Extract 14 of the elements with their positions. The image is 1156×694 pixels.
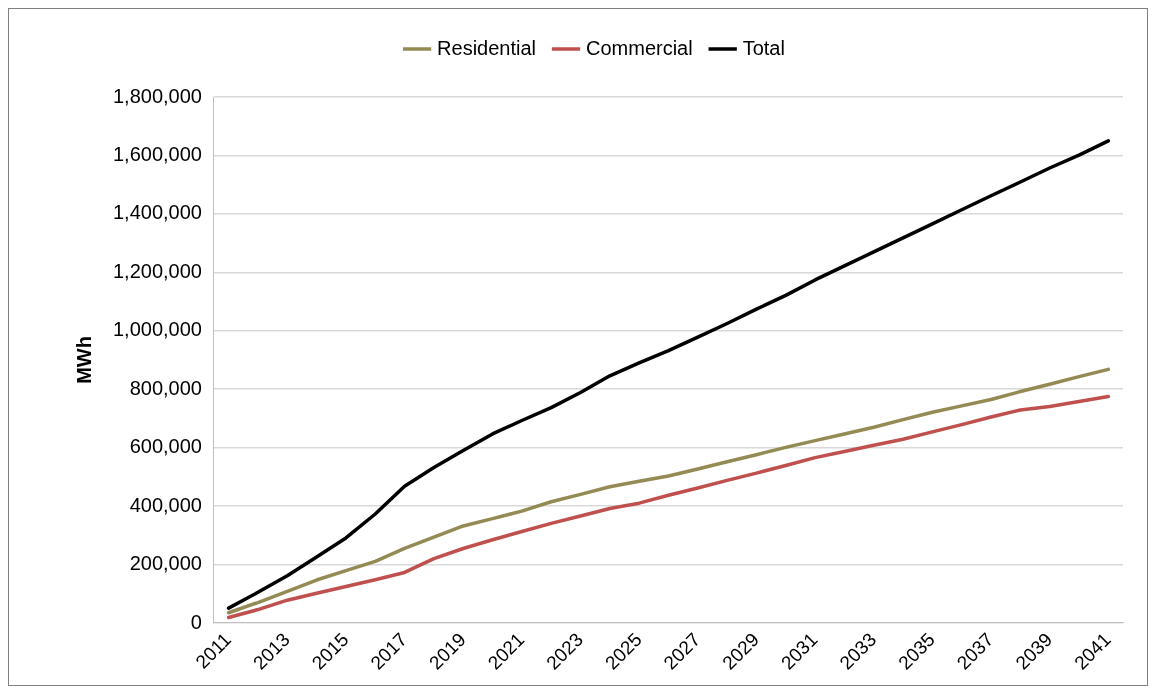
y-tick-label: 1,800,000 — [112, 84, 202, 107]
y-tick-label: 800,000 — [129, 376, 202, 399]
legend-label: Residential — [437, 36, 537, 59]
y-tick-label: 0 — [190, 610, 202, 633]
y-tick-label: 1,400,000 — [112, 201, 202, 224]
y-tick-label: 400,000 — [129, 493, 202, 516]
y-tick-label: 600,000 — [129, 435, 202, 458]
y-tick-label: 200,000 — [129, 552, 202, 575]
y-tick-label: 1,200,000 — [112, 259, 202, 282]
legend-label: Commercial — [586, 36, 693, 59]
legend-label: Total — [742, 36, 785, 59]
y-tick-label: 1,000,000 — [112, 318, 202, 341]
y-axis-title: MWh — [72, 336, 95, 384]
y-tick-label: 1,600,000 — [112, 142, 202, 165]
